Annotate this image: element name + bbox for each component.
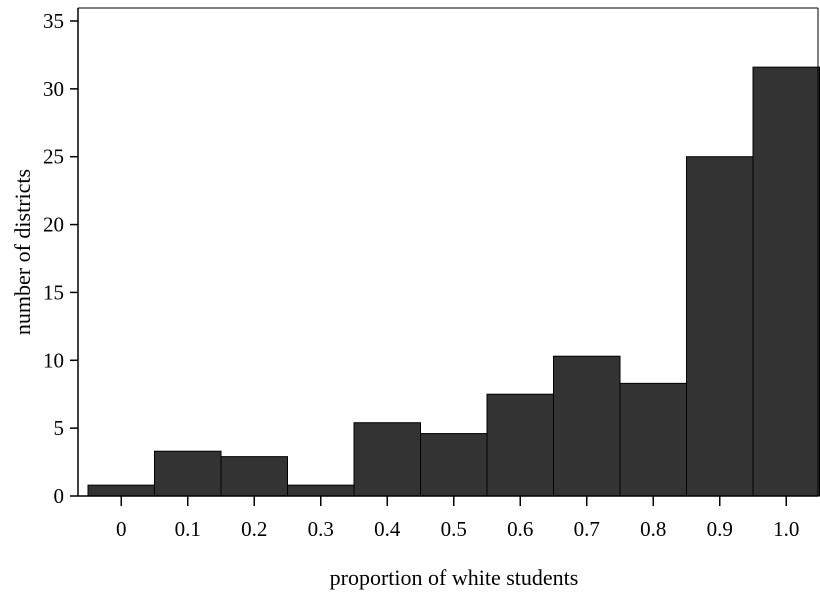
y-tick-label: 25 — [43, 145, 64, 169]
bar-0.1 — [154, 450, 222, 497]
bar-0 — [87, 484, 155, 497]
x-axis-label: proportion of white students — [330, 565, 579, 590]
x-tick-label: 0.8 — [640, 517, 666, 541]
bar-0.5 — [420, 433, 488, 497]
x-tick-label: 0.5 — [441, 517, 467, 541]
bar-0.8 — [619, 382, 687, 497]
y-axis-label: number of districts — [10, 169, 35, 335]
x-tick-label: 0.6 — [507, 517, 533, 541]
bar-0.4 — [353, 422, 421, 497]
bars-group — [87, 66, 820, 497]
y-axis-ticks: 0 5 10 15 20 25 30 35 — [43, 9, 78, 508]
y-tick-label: 10 — [43, 348, 64, 372]
x-tick-label: 0.2 — [241, 517, 267, 541]
bar-0.9 — [686, 156, 754, 497]
y-tick-label: 15 — [43, 280, 64, 304]
x-tick-label: 1.0 — [773, 517, 799, 541]
bar-0.7 — [553, 355, 621, 497]
y-tick-label: 30 — [43, 77, 64, 101]
y-tick-label: 0 — [54, 484, 65, 508]
y-tick-label: 20 — [43, 213, 64, 237]
y-tick-label: 35 — [43, 9, 64, 33]
bar-1.0 — [752, 66, 820, 497]
x-tick-label: 0 — [116, 517, 127, 541]
x-tick-label: 0.4 — [374, 517, 401, 541]
y-tick-label: 5 — [54, 416, 65, 440]
bar-0.2 — [220, 456, 288, 497]
x-tick-label: 0.3 — [308, 517, 334, 541]
x-tick-label: 0.1 — [175, 517, 201, 541]
bar-0.6 — [486, 393, 554, 497]
x-axis-ticks: 0 0.1 0.2 0.3 0.4 0.5 0.6 0.7 0.8 0.9 1.0 — [116, 496, 799, 541]
x-tick-label: 0.9 — [707, 517, 733, 541]
bar-0.3 — [287, 484, 355, 497]
x-tick-label: 0.7 — [574, 517, 600, 541]
